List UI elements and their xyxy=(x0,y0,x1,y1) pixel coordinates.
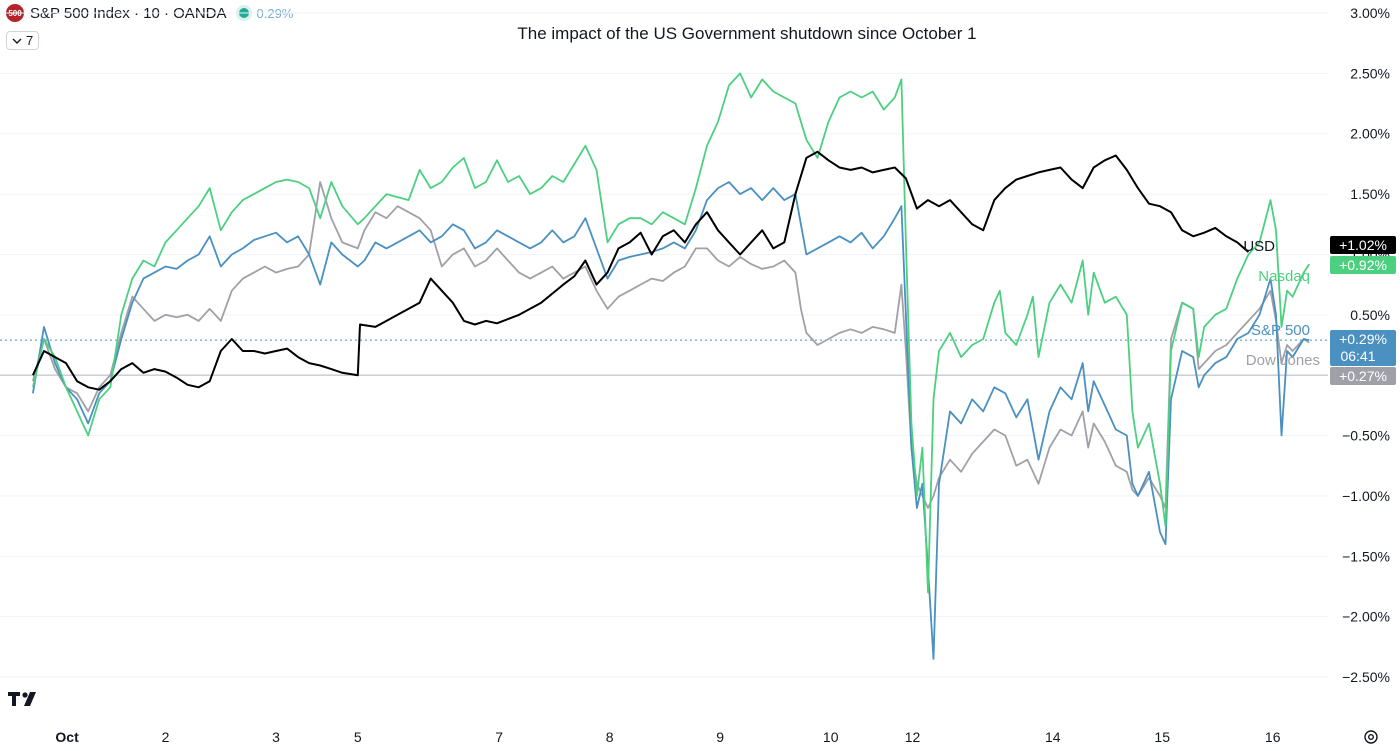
series-labels: USD +1.02% Nasdaq +0.92% S&P 500 +0.29%06:41 D… xyxy=(1243,236,1396,385)
y-tick-label: 3.00% xyxy=(1350,5,1390,21)
x-tick-label: 9 xyxy=(716,729,724,745)
series-name-dow-jones: Dow Jones xyxy=(1246,352,1320,369)
indicators-collapse-button[interactable]: 7 xyxy=(6,31,40,50)
last-value-badge-nasdaq xyxy=(1330,256,1396,274)
x-tick-label: 14 xyxy=(1045,729,1061,745)
indicator-count: 7 xyxy=(26,33,34,48)
y-tick-label: −1.50% xyxy=(1342,548,1390,564)
y-tick-label: −2.00% xyxy=(1342,609,1390,625)
series-name-usd: USD xyxy=(1243,238,1275,255)
y-axis: 3.00%2.50%2.00%1.50%1.00%0.50%−0.50%−1.0… xyxy=(1342,5,1390,685)
chevron-down-icon xyxy=(12,33,22,48)
x-tick-label: 3 xyxy=(272,729,280,745)
last-value-badge-usd xyxy=(1330,236,1396,254)
x-tick-label: 7 xyxy=(495,729,503,745)
chart-title: The impact of the US Government shutdown… xyxy=(517,24,976,43)
x-tick-label: 5 xyxy=(354,729,362,745)
x-tick-label: 2 xyxy=(162,729,170,745)
settings-gear-icon[interactable] xyxy=(1362,728,1380,746)
y-tick-label: 1.50% xyxy=(1350,186,1390,202)
grid-lines xyxy=(0,12,1328,678)
y-tick-label: 0.50% xyxy=(1350,307,1390,323)
x-axis: Oct 2 3 5 7 8 9 10 12 14 15 16 xyxy=(55,729,1280,745)
last-value-nasdaq: +0.92% xyxy=(1339,257,1387,273)
x-tick-label: 8 xyxy=(606,729,614,745)
x-tick-label: 15 xyxy=(1154,729,1170,745)
series-name-nasdaq: Nasdaq xyxy=(1258,268,1310,285)
x-tick-label: Oct xyxy=(55,729,79,745)
y-tick-label: −0.50% xyxy=(1342,428,1390,444)
x-tick-label: 12 xyxy=(905,729,921,745)
tradingview-logo-icon[interactable] xyxy=(8,690,42,710)
bar-countdown-s-p-500: 06:41 xyxy=(1340,348,1375,364)
last-value-s-p-500: +0.29% xyxy=(1339,331,1387,347)
x-tick-label: 10 xyxy=(823,729,839,745)
last-value-usd: +1.02% xyxy=(1339,237,1387,253)
series-line-dow-jones[interactable] xyxy=(32,181,1310,509)
last-value-badge-s-p-500 xyxy=(1330,330,1396,366)
y-tick-label: 2.00% xyxy=(1350,126,1390,142)
series-line-s-p-500[interactable] xyxy=(32,181,1310,660)
x-tick-label: 16 xyxy=(1265,729,1281,745)
y-tick-label: −2.50% xyxy=(1342,669,1390,685)
last-value-dow-jones: +0.27% xyxy=(1339,368,1387,384)
y-tick-label: 2.50% xyxy=(1350,65,1390,81)
series-name-s-p-500: S&P 500 xyxy=(1251,322,1310,339)
y-tick-label: −1.00% xyxy=(1342,488,1390,504)
series-lines xyxy=(31,72,1310,660)
series-line-nasdaq[interactable] xyxy=(32,72,1310,594)
series-line-usd[interactable] xyxy=(31,150,1250,391)
last-value-badge-dow-jones xyxy=(1330,367,1396,385)
